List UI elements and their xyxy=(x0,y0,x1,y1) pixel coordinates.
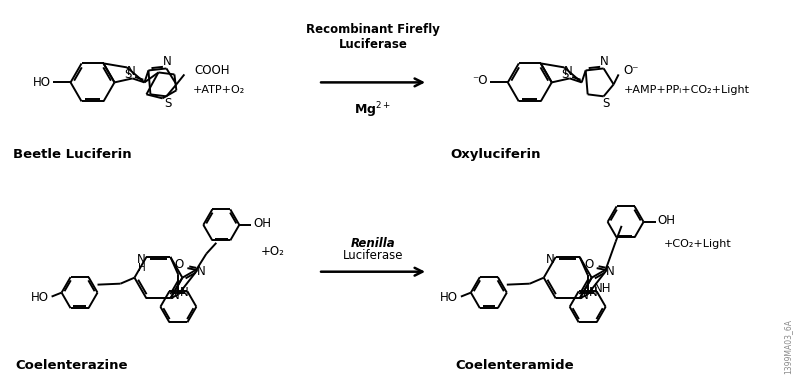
Text: S: S xyxy=(602,97,610,110)
Text: S: S xyxy=(165,97,172,110)
Text: Beetle Luciferin: Beetle Luciferin xyxy=(13,148,131,161)
Text: N: N xyxy=(137,253,146,266)
Text: N: N xyxy=(127,65,136,78)
Text: N: N xyxy=(171,289,180,302)
Text: N: N xyxy=(180,286,189,299)
Text: HO: HO xyxy=(33,76,50,89)
Text: Recombinant Firefly
Luciferase: Recombinant Firefly Luciferase xyxy=(306,22,440,51)
Text: +AMP+PPᵢ+CO₂+Light: +AMP+PPᵢ+CO₂+Light xyxy=(624,85,750,95)
Text: COOH: COOH xyxy=(194,64,230,77)
Text: Mg$^{2+}$: Mg$^{2+}$ xyxy=(354,100,392,120)
Text: N: N xyxy=(197,265,206,278)
Text: Oxyluciferin: Oxyluciferin xyxy=(450,148,541,161)
Text: N: N xyxy=(580,289,589,302)
Text: NH: NH xyxy=(594,282,611,295)
Text: 1399MA03_6A: 1399MA03_6A xyxy=(783,319,792,374)
Text: N: N xyxy=(546,253,555,266)
Text: N: N xyxy=(600,55,609,68)
Text: HO: HO xyxy=(30,291,49,304)
Text: +CO₂+Light: +CO₂+Light xyxy=(663,239,731,249)
Text: H: H xyxy=(138,263,146,273)
Text: N: N xyxy=(606,265,615,278)
Text: O: O xyxy=(584,258,594,271)
Text: +ATP+O₂: +ATP+O₂ xyxy=(192,85,245,95)
Text: Coelenteramide: Coelenteramide xyxy=(455,359,574,372)
Text: HO: HO xyxy=(440,291,458,304)
Text: Renilla: Renilla xyxy=(350,237,395,250)
Text: +O₂: +O₂ xyxy=(260,245,284,258)
Text: N: N xyxy=(590,286,598,299)
Text: O: O xyxy=(174,258,184,271)
Text: Coelenterazine: Coelenterazine xyxy=(16,359,128,372)
Text: OH: OH xyxy=(658,215,675,227)
Text: ⁻O: ⁻O xyxy=(472,74,488,87)
Text: OH: OH xyxy=(254,218,271,231)
Text: Luciferase: Luciferase xyxy=(342,249,403,262)
Text: N: N xyxy=(163,55,172,68)
Text: O⁻: O⁻ xyxy=(624,64,639,77)
Text: S: S xyxy=(562,68,569,81)
Text: S: S xyxy=(124,68,132,81)
Text: N: N xyxy=(564,65,573,78)
